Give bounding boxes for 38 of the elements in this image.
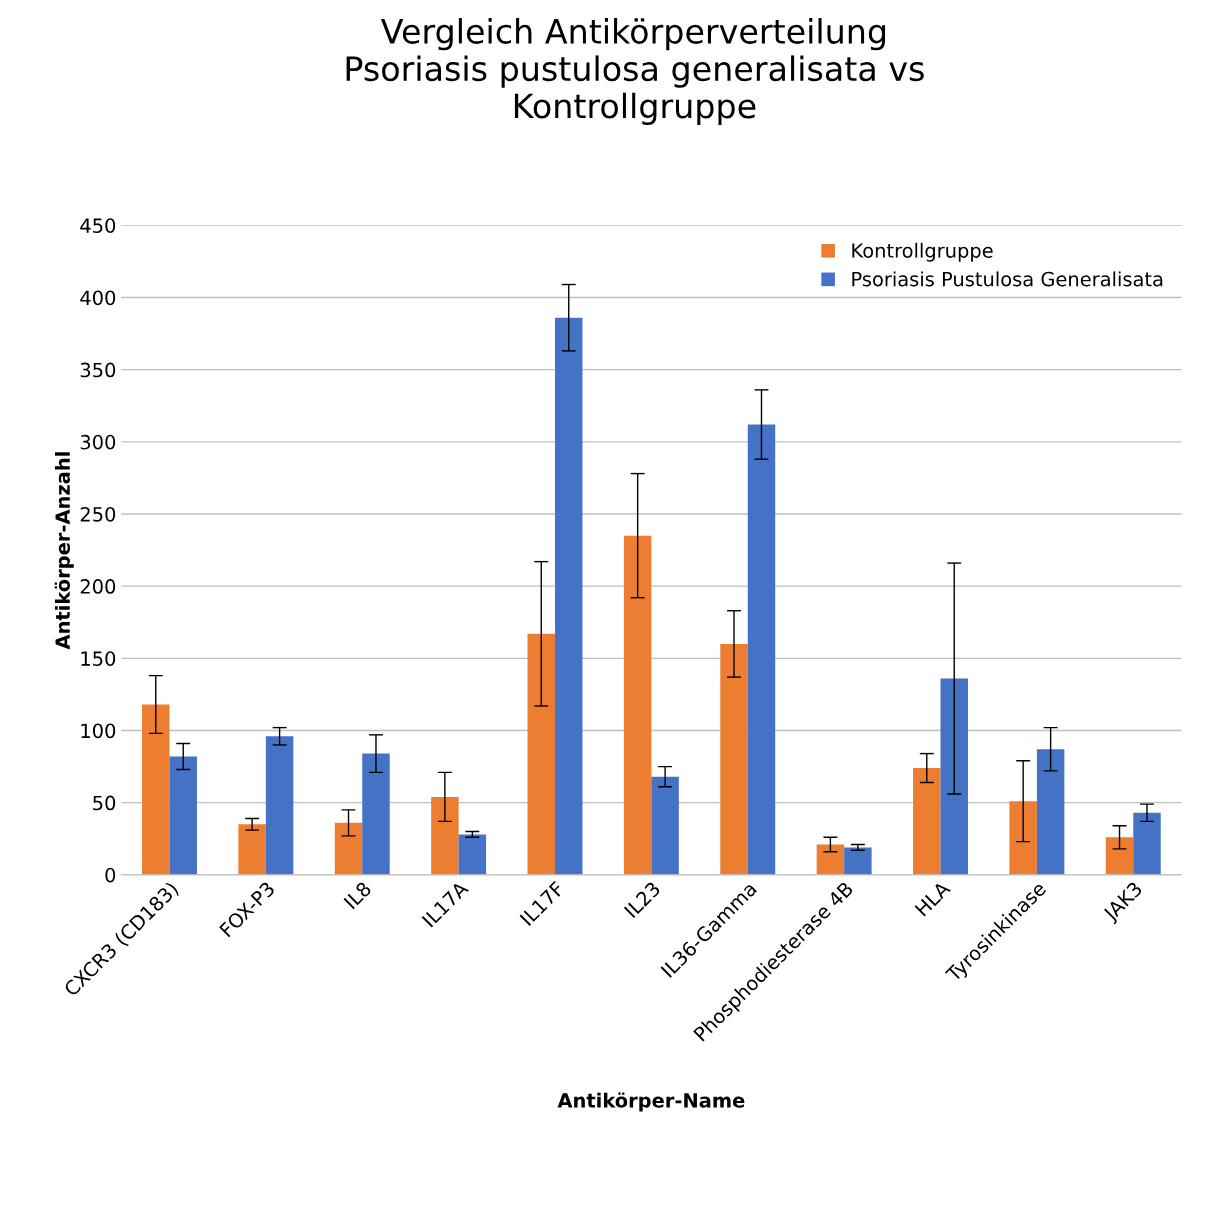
y-axis-title: Antikörper-Anzahl: [54, 452, 74, 650]
y-tick-label: 250: [80, 506, 116, 522]
bar: [913, 768, 941, 875]
bar: [458, 834, 487, 875]
bar: [431, 796, 459, 875]
bar: [1009, 801, 1037, 875]
y-tick-label: 50: [93, 795, 116, 811]
y-tick-label: 200: [80, 579, 116, 594]
x-tick-label: IL8: [343, 880, 372, 910]
bar: [527, 633, 555, 875]
bar: [816, 844, 845, 875]
bar: [747, 424, 776, 875]
bar: [362, 753, 390, 875]
bar: [651, 776, 679, 875]
y-tick-label: 450: [80, 218, 116, 233]
bar: [1133, 812, 1161, 875]
y-tick-label: 150: [81, 651, 116, 666]
bar: [555, 317, 583, 875]
bar: [1036, 749, 1065, 875]
y-tick-label: 350: [80, 362, 116, 378]
legend-label: Kontrollgruppe: [852, 242, 993, 262]
bar: [720, 643, 748, 875]
y-tick-label: 100: [81, 723, 116, 739]
bar: [844, 847, 872, 875]
bar: [142, 704, 170, 875]
bar: [1105, 837, 1134, 875]
bar: [623, 535, 652, 875]
bar: [238, 824, 266, 875]
x-axis-title: Antikörper-Name: [557, 1092, 745, 1112]
legend-label: Psoriasis Pustulosa Generalisata: [852, 271, 1163, 287]
bar: [334, 822, 363, 875]
y-tick-label: 0: [105, 867, 116, 883]
y-tick-label: 400: [80, 290, 116, 306]
bar: [265, 736, 294, 875]
y-tick-label: 300: [80, 434, 116, 450]
bar: [169, 756, 197, 875]
chart-title: Vergleich Antikörperverteilung Psoriasis pustulosa generalisata vs Kontrollgruppe: [346, 18, 924, 125]
bar: [940, 678, 968, 875]
